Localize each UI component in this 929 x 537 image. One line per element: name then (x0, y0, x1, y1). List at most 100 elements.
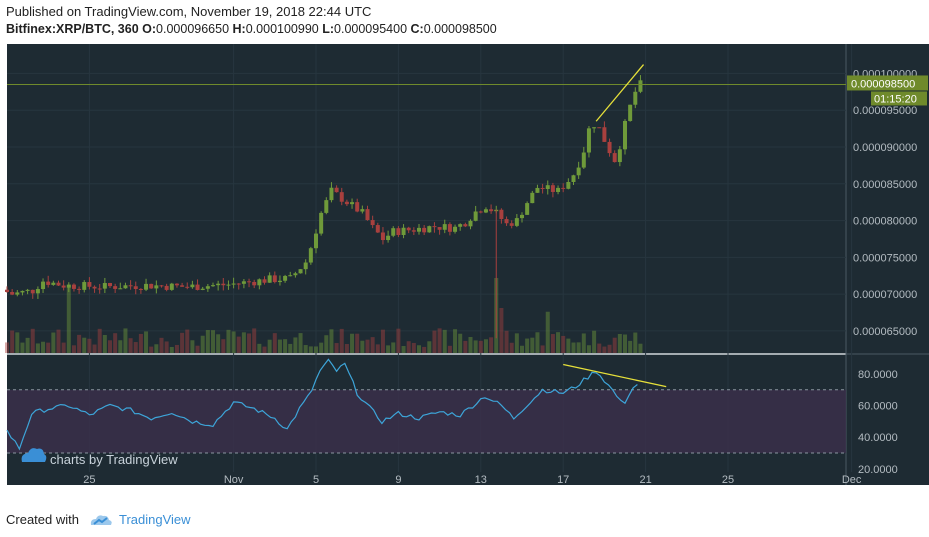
created-with-label: Created with (6, 512, 79, 527)
volume-bar (355, 334, 359, 353)
volume-bar (391, 342, 395, 353)
volume-bar (20, 343, 24, 353)
volume-bar (273, 333, 277, 353)
volume-bar (268, 340, 272, 353)
y-tick-label: 0.000085000 (853, 179, 917, 191)
volume-bar (499, 308, 503, 353)
volume-bar (196, 346, 200, 353)
candle-body (216, 284, 220, 285)
volume-bar (407, 341, 411, 353)
volume-bar (582, 333, 586, 353)
candle-body (123, 285, 127, 288)
candle-body (278, 281, 282, 282)
candle-body (638, 80, 642, 91)
candle-body (10, 292, 14, 295)
candle-body (62, 286, 66, 288)
volume-bar (556, 332, 560, 353)
candle-body (57, 283, 61, 286)
candle-body (515, 218, 519, 226)
rsi-tick-label: 20.0000 (858, 464, 898, 476)
volume-bar (402, 346, 406, 353)
volume-bar (252, 328, 256, 353)
candle-body (196, 285, 200, 290)
candle-body (530, 193, 534, 203)
x-tick-label: 13 (475, 474, 487, 486)
candle-body (206, 286, 210, 289)
candle-body (170, 284, 174, 290)
volume-bar (458, 334, 462, 353)
candle-body (149, 284, 153, 289)
volume-bar (15, 332, 19, 353)
volume-bar (118, 340, 122, 353)
volume-bar (613, 338, 617, 353)
volume-bar (62, 343, 66, 353)
candle-body (458, 224, 462, 227)
candle-body (340, 192, 344, 202)
volume-bar (463, 341, 467, 353)
volume-bar (561, 336, 565, 353)
volume-bar (67, 286, 71, 354)
volume-bar (319, 343, 323, 353)
volume-bar (149, 347, 153, 353)
candle-body (221, 284, 225, 286)
candle-body (499, 210, 503, 219)
x-tick-label: 25 (722, 474, 734, 486)
candle-body (5, 290, 9, 292)
volume-bar (551, 334, 555, 353)
volume-bar (438, 328, 442, 353)
footer: Created with TradingView (6, 512, 191, 527)
candle-body (546, 185, 550, 189)
candle-body (257, 279, 261, 285)
volume-bar (293, 337, 297, 353)
volume-bar (469, 337, 473, 353)
candle-body (386, 236, 390, 240)
volume-bar (201, 336, 205, 353)
volume-bar (226, 330, 230, 353)
volume-bar (329, 329, 333, 353)
volume-bar (299, 333, 303, 353)
open-label: O: (142, 22, 156, 36)
candle-body (355, 202, 359, 211)
volume-bar (211, 330, 215, 353)
candle-body (72, 285, 76, 289)
x-tick-label: 5 (313, 474, 319, 486)
volume-bar (592, 331, 596, 353)
open-value: 0.000096650 (156, 22, 229, 36)
volume-bar (242, 332, 246, 353)
candle-body (232, 284, 236, 285)
last-price-label: 0.000098500 (851, 78, 915, 90)
time-axis-bg (7, 472, 846, 485)
volume-bar (638, 344, 642, 353)
candle-body (366, 209, 370, 220)
candle-body (525, 203, 529, 215)
candle-body (252, 282, 256, 285)
volume-bar (566, 339, 570, 353)
volume-bar (314, 346, 318, 353)
volume-bar (129, 338, 133, 353)
candle-body (242, 281, 246, 284)
watermark-text: charts by TradingView (50, 452, 178, 467)
volume-bar (422, 347, 426, 353)
volume-bar (31, 329, 35, 353)
volume-bar (505, 331, 509, 353)
close-value: 0.000098500 (424, 22, 497, 36)
low-value: 0.000095400 (334, 22, 407, 36)
volume-bar (448, 346, 452, 353)
candle-body (283, 276, 287, 281)
volume-bar (160, 338, 164, 353)
volume-bar (283, 339, 287, 353)
volume-bar (587, 345, 591, 353)
volume-bar (515, 333, 519, 353)
tradingview-link[interactable]: TradingView (119, 512, 191, 527)
volume-bar (304, 345, 308, 353)
countdown-label: 01:15:20 (874, 93, 917, 105)
volume-bar (479, 341, 483, 353)
price-chart[interactable]: 25 Nov 5 9 13 17 21 25 Dec0.0001000000.000095000… (0, 42, 929, 500)
y-tick-label: 0.000080000 (853, 216, 917, 228)
volume-bar (597, 344, 601, 353)
volume-bar (98, 329, 102, 353)
candle-body (201, 289, 205, 290)
tradingview-logo-icon (89, 513, 113, 527)
candle-body (623, 121, 627, 149)
volume-bar (46, 343, 50, 353)
